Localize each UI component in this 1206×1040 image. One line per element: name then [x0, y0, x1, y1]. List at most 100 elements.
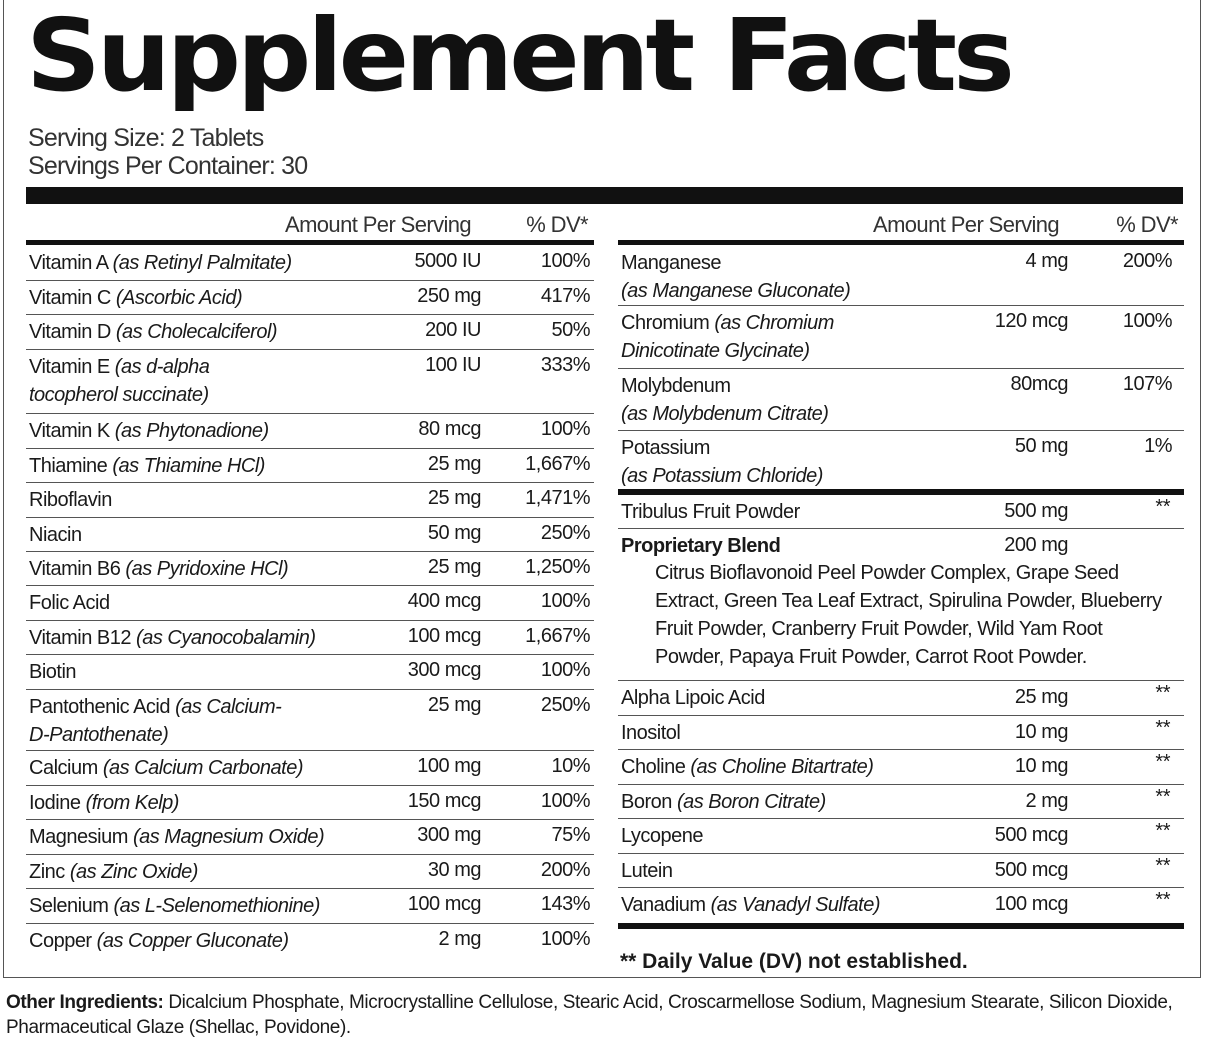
nutrient-row: Chromium (as Chromium Dinicotinate Glycin…	[618, 306, 1184, 369]
dv-footnote: ** Daily Value (DV) not established.	[620, 950, 968, 973]
right-amount-header: Amount Per Serving	[873, 212, 1060, 237]
nutrient-row: Biotin 300 mcg 100%	[26, 655, 594, 690]
nutrient-name: Biotin	[29, 658, 77, 686]
label-title: Supplement Facts	[26, 0, 1015, 114]
nutrient-source: (as Magnesium Oxide)	[132, 826, 325, 848]
nutrient-row: Calcium (as Calcium Carbonate) 100 mg 10%	[26, 751, 594, 786]
right-nutrient-table: Amount Per Serving % DV* Manganese (as Ma…	[618, 204, 1184, 944]
nutrient-amount: 50 mg	[1014, 435, 1069, 457]
nutrient-amount: 100 mg	[417, 755, 481, 777]
nutrient-dv: 250%	[540, 694, 591, 716]
footnote-divider-bar	[618, 922, 1184, 929]
nutrient-name: Vitamin C (Ascorbic Acid)	[29, 284, 243, 312]
nutrient-source: (as Retinyl Palmitate)	[112, 252, 293, 274]
nutrient-name: Vitamin K (as Phytonadione)	[29, 417, 269, 445]
nutrient-name-text: Boron	[621, 790, 672, 813]
blend-name: Proprietary Blend	[621, 535, 781, 557]
left-dv-header: % DV*	[526, 212, 588, 237]
nutrient-name: Lutein	[621, 857, 673, 885]
nutrient-amount: 500 mg	[1004, 500, 1068, 522]
nutrient-dv: 1%	[1144, 435, 1172, 457]
nutrient-dv: 100%	[540, 590, 591, 612]
nutrient-dv: 333%	[540, 354, 591, 376]
nutrient-name: Folic Acid	[29, 589, 110, 617]
nutrient-amount: 100 IU	[425, 354, 481, 376]
nutrient-row: Vitamin C (Ascorbic Acid) 250 mg 417%	[26, 281, 594, 315]
nutrient-dv: 100%	[540, 928, 591, 950]
nutrient-row: Lutein 500 mcg **	[618, 854, 1184, 888]
nutrient-dv: 1,250%	[525, 556, 590, 578]
nutrient-row: Vitamin E (as d-alpha tocopherol succinat…	[26, 350, 594, 414]
nutrient-dv: **	[1155, 854, 1170, 877]
nutrient-dv: 1,667%	[525, 625, 590, 647]
nutrient-name-text: Calcium	[29, 757, 98, 779]
nutrient-name: Calcium (as Calcium Carbonate)	[29, 754, 304, 782]
nutrient-row: Alpha Lipoic Acid 25 mg **	[618, 681, 1184, 716]
blend-ingredient-line: Fruit Powder, Cranberry Fruit Powder, Wi…	[655, 618, 1103, 640]
servings-per-container: Servings Per Container: 30	[28, 152, 308, 180]
nutrient-dv: 100%	[540, 418, 591, 440]
nutrient-source: (as Calcium-	[175, 696, 282, 718]
nutrient-dv: **	[1155, 716, 1170, 739]
nutrient-row: Vitamin B6 (as Pyridoxine HCl) 25 mg 1,250…	[26, 552, 594, 586]
nutrient-dv: 100%	[1122, 310, 1173, 332]
nutrient-dv: **	[1155, 496, 1170, 518]
facts-panel	[3, 0, 1201, 978]
blend-amount: 200 mg	[1004, 534, 1068, 556]
nutrient-name-text: Tribulus Fruit Powder	[621, 501, 800, 523]
other-ingredients-text: Dicalcium Phosphate, Microcrystalline Ce…	[6, 992, 1173, 1038]
nutrient-row: Tribulus Fruit Powder 500 mg **	[618, 495, 1184, 529]
blend-ingredient-line: Powder, Papaya Fruit Powder, Carrot Root…	[655, 646, 1087, 668]
nutrient-row: Manganese (as Manganese Gluconate) 4 mg 200…	[618, 246, 1184, 306]
nutrient-dv: **	[1155, 682, 1170, 704]
nutrient-amount: 500 mcg	[994, 858, 1069, 881]
other-ingredients: Other Ingredients: Dicalcium Phosphate, …	[6, 990, 1196, 1040]
nutrient-name: Molybdenum (as Molybdenum Citrate)	[621, 372, 829, 428]
nutrient-row: Magnesium (as Magnesium Oxide) 300 mg 75%	[26, 820, 594, 855]
nutrient-name: Copper (as Copper Gluconate)	[29, 927, 289, 955]
serving-size: Serving Size: 2 Tablets	[28, 124, 264, 152]
nutrient-row: Boron (as Boron Citrate) 2 mg **	[618, 785, 1184, 819]
nutrient-name-text: Folic Acid	[29, 592, 110, 614]
nutrient-name-text: Riboflavin	[29, 489, 112, 511]
nutrient-name: Potassium (as Potassium Chloride)	[621, 434, 823, 490]
nutrient-name: Thiamine (as Thiamine HCl)	[29, 452, 265, 480]
nutrient-row: Choline (as Choline Bitartrate) 10 mg **	[618, 750, 1184, 785]
nutrient-dv: 75%	[551, 824, 590, 846]
nutrient-amount: 200 IU	[425, 319, 481, 341]
nutrient-amount: 2 mg	[438, 928, 482, 950]
nutrient-source: (from Kelp)	[85, 792, 180, 814]
nutrient-amount: 150 mcg	[407, 790, 482, 812]
nutrient-amount: 300 mcg	[407, 659, 482, 681]
nutrient-source-line2: (as Potassium Chloride)	[621, 465, 823, 487]
nutrient-name: Vitamin A (as Retinyl Palmitate)	[29, 249, 292, 277]
nutrient-row: Vitamin D (as Cholecalciferol) 200 IU 50%	[26, 315, 594, 350]
nutrient-amount: 10 mg	[1014, 755, 1069, 777]
nutrient-amount: 300 mg	[417, 824, 481, 846]
nutrient-amount: 400 mcg	[407, 590, 482, 612]
nutrient-source: (as Cholecalciferol)	[115, 321, 278, 343]
nutrient-source-line2: D-Pantothenate)	[29, 724, 169, 746]
nutrient-amount: 50 mg	[427, 522, 482, 544]
nutrient-row: Potassium (as Potassium Chloride) 50 mg 1%	[618, 431, 1184, 489]
nutrient-source-line2: tocopherol succinate)	[29, 384, 209, 406]
nutrient-name-text: Vitamin B12	[29, 627, 131, 649]
nutrient-name: Lycopene	[621, 822, 704, 850]
nutrient-dv: 1,471%	[525, 487, 590, 509]
nutrient-source: (as Choline Bitartrate)	[690, 756, 874, 778]
nutrient-row: Molybdenum (as Molybdenum Citrate) 80mcg 10…	[618, 369, 1184, 431]
nutrient-source: (as Phytonadione)	[114, 420, 269, 442]
nutrient-row: Vitamin B12 (as Cyanocobalamin) 100 mcg 1,…	[26, 621, 594, 655]
nutrient-amount: 250 mg	[417, 285, 481, 307]
nutrient-row: Lycopene 500 mcg **	[618, 819, 1184, 854]
left-header-rule	[26, 240, 594, 245]
nutrient-amount: 100 mcg	[407, 625, 482, 647]
nutrient-name-text: Copper	[29, 930, 92, 952]
nutrient-dv: 143%	[540, 893, 591, 915]
nutrient-source: (as Boron Citrate)	[676, 790, 826, 813]
nutrient-row: Vitamin A (as Retinyl Palmitate) 5000 IU 1…	[26, 246, 594, 281]
nutrient-dv: 100%	[540, 250, 591, 272]
nutrient-name: Vitamin E (as d-alpha tocopherol succinat…	[29, 353, 210, 409]
right-dv-header: % DV*	[1116, 212, 1178, 237]
nutrient-name-text: Vitamin A	[29, 252, 108, 274]
